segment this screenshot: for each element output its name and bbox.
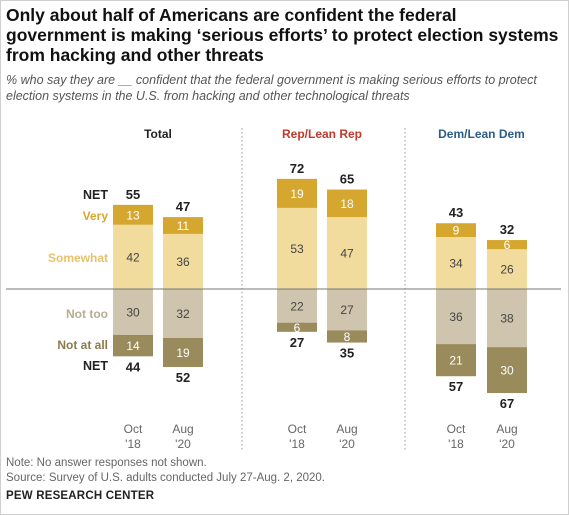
data-label-net-not-confident: 27 [290,335,304,350]
data-label-very: 9 [453,224,460,238]
bar-segment-not-at-all [436,344,476,377]
row-label-not-too: Not too [66,307,108,321]
chart-source: Source: Survey of U.S. adults conducted … [6,472,325,484]
bar-segment-not-at-all [113,334,153,357]
data-label-somewhat: 42 [126,250,140,264]
data-label-very: 6 [504,238,511,252]
bar-segment-very [163,217,203,234]
data-label-net-not-confident: 57 [449,379,463,394]
bar-segment-very [113,204,153,225]
data-label-very: 18 [340,197,354,211]
bar-segment-somewhat [327,217,367,289]
chart-title: Only about half of Americans are confide… [6,5,559,65]
data-label-net-not-confident: 67 [500,396,514,411]
bar-segment-not-at-all [163,337,203,368]
bar-segment-very [436,223,476,237]
x-tick-label-month: Aug [496,422,517,436]
row-label-very: Very [83,209,109,223]
data-label-net-confident: 32 [500,222,514,237]
data-label-net-confident: 65 [340,172,354,187]
x-tick-label-year: '18 [448,437,464,451]
data-label-very: 19 [290,187,304,201]
data-label-not-at-all: 14 [126,339,140,353]
data-label-net-confident: 43 [449,205,463,220]
x-tick-label-month: Oct [288,422,307,436]
bar-segment-somewhat [487,249,527,289]
row-label-net-confident: NET [83,188,108,202]
bar-segment-not-at-all [277,322,317,332]
bar-segment-not-at-all [487,347,527,394]
data-label-somewhat: 47 [340,247,354,261]
data-label-somewhat: 36 [176,255,190,269]
bar-segment-somewhat [436,236,476,289]
data-label-not-at-all: 6 [294,321,301,335]
data-label-not-at-all: 30 [500,364,514,378]
x-tick-label-month: Oct [124,422,143,436]
bar-segment-not-too [487,289,527,348]
chart-subtitle: % who say they are __ confident that the… [6,73,537,103]
bar-segment-somewhat [163,233,203,289]
x-tick-label-year: '18 [125,437,141,451]
data-label-net-confident: 72 [290,161,304,176]
bar-segment-very [277,178,317,208]
x-tick-label-year: '20 [499,437,515,451]
bar-segment-somewhat [113,224,153,289]
bar-segment-somewhat [277,207,317,289]
data-label-not-at-all: 19 [176,346,190,360]
bar-segment-not-too [113,289,153,335]
organization-name: PEW RESEARCH CENTER [6,490,155,502]
data-label-not-too: 36 [449,310,463,324]
data-label-net-not-confident: 35 [340,346,354,361]
row-label-net-not-confident: NET [83,359,108,373]
bar-segment-very [327,189,367,218]
chart-note: Note: No answer responses not shown. [6,457,207,469]
data-label-very: 13 [126,208,140,222]
data-label-not-too: 30 [126,305,140,319]
data-label-net-not-confident: 52 [176,370,190,385]
data-label-not-too: 32 [176,307,190,321]
row-label-not-at-all: Not at all [57,338,108,352]
panel-title-1: Total [144,127,172,141]
bar-segment-not-too [436,289,476,345]
x-tick-label-year: '18 [289,437,305,451]
x-tick-label-month: Aug [336,422,357,436]
x-tick-label-month: Oct [447,422,466,436]
data-label-net-confident: 55 [126,187,140,202]
bar-segment-not-too [163,289,203,338]
data-label-not-at-all: 8 [344,330,351,344]
data-label-net-confident: 47 [176,199,190,214]
data-label-not-at-all: 21 [449,354,463,368]
data-label-somewhat: 34 [449,256,463,270]
data-label-not-too: 27 [340,303,354,317]
x-tick-label-month: Aug [172,422,193,436]
panel-title-2: Rep/Lean Rep [282,127,362,141]
bar-segment-not-too [277,289,317,323]
row-label-somewhat: Somewhat [48,251,108,265]
x-tick-label-year: '20 [175,437,191,451]
panel-title-3: Dem/Lean Dem [438,127,525,141]
data-label-not-too: 38 [500,312,514,326]
data-label-very: 11 [177,219,190,233]
data-label-not-too: 22 [290,299,304,313]
x-tick-label-year: '20 [339,437,355,451]
data-label-somewhat: 26 [500,263,514,277]
data-label-somewhat: 53 [290,242,304,256]
bar-segment-very [487,240,527,250]
bar-segment-not-at-all [327,330,367,343]
data-label-net-not-confident: 44 [126,359,141,374]
bar-segment-not-too [327,289,367,331]
